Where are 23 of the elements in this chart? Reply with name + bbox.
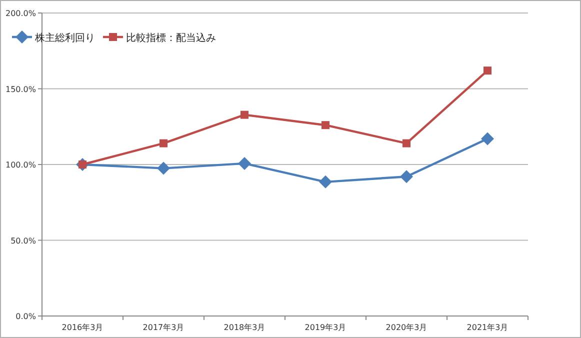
y-tick-label: 100.0%: [5, 160, 36, 170]
point: [240, 110, 248, 119]
x-tick-label: 2021年3月: [466, 323, 508, 332]
x-tick-label: 2016年3月: [62, 323, 104, 332]
point: [157, 162, 170, 175]
point: [238, 156, 251, 170]
point: [319, 175, 332, 188]
y-tick-label: 150.0%: [5, 84, 36, 94]
y-tick-label: 0.0%: [16, 312, 36, 321]
point: [400, 170, 413, 184]
point: [481, 132, 494, 146]
x-tick-label: 2018年3月: [224, 323, 266, 332]
legend-label: 比較指標：配当込み: [126, 32, 216, 44]
point: [402, 139, 410, 148]
y-tick-label: 50.0%: [10, 236, 36, 246]
x-tick-label: 2019年3月: [304, 323, 346, 332]
legend-label: 株主総利回り: [34, 32, 95, 44]
x-tick-label: 2020年3月: [386, 323, 428, 332]
point: [160, 139, 168, 148]
y-tick-label: 200.0%: [5, 9, 36, 18]
point: [322, 121, 330, 130]
x-tick-label: 2017年3月: [142, 323, 184, 332]
point: [484, 66, 492, 75]
